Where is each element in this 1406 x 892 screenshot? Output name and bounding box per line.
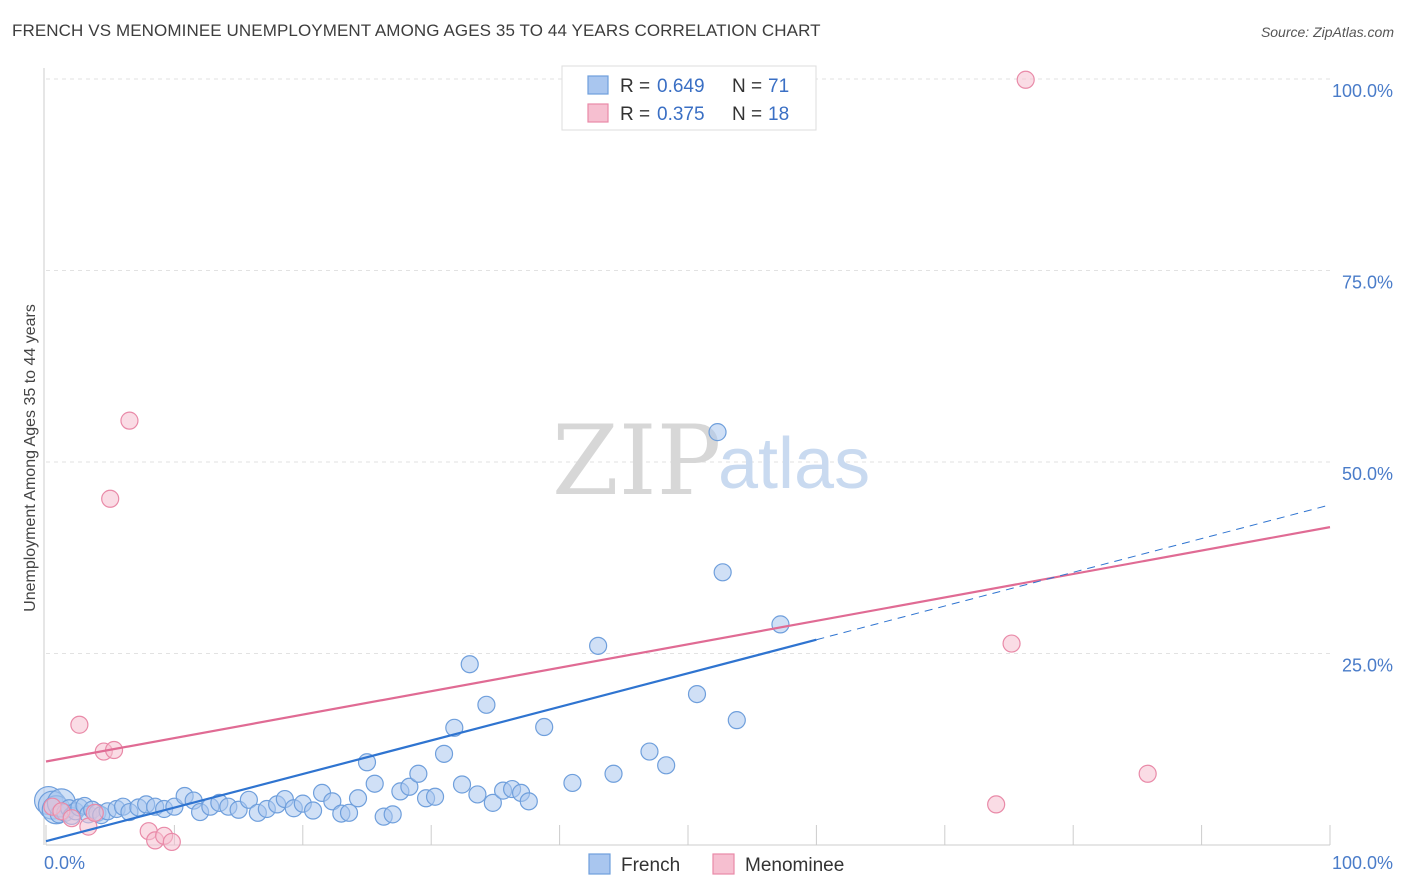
french-point [452,775,472,794]
french-point [477,695,496,714]
legend-r-value: 0.649 [657,76,705,97]
bottom-legend-french: French [621,855,680,876]
trend-lines [45,504,1331,843]
menominee-point [120,411,139,430]
menominee-point [70,715,89,734]
bottom-legend-swatch-menominee [712,853,735,875]
source-credit: Source: ZipAtlas.com [1260,24,1394,40]
correlation-legend: R = 0.649 N = 71 R = 0.375 N = 18 [561,65,817,131]
menominee-point [101,489,120,508]
menominee-trend-line [45,526,1331,763]
french-point [483,793,502,812]
series-legend: French Menominee [588,853,844,876]
french-point [604,764,623,783]
french-point [708,423,727,442]
legend-r-value: 0.375 [657,104,705,125]
french-point [657,756,676,775]
legend-n-label: N = [732,76,762,97]
french-point [519,792,538,811]
menominee-point [1016,70,1035,89]
menominee-point [1002,634,1021,653]
legend-r-label: R = [620,76,650,97]
y-tick-label: 25.0% [1342,656,1393,676]
menominee-point [162,832,181,852]
legend-n-label: N = [732,104,762,125]
axes [43,68,1331,846]
french-trend-line [45,638,817,843]
chart-title: FRENCH VS MENOMINEE UNEMPLOYMENT AMONG A… [12,21,821,40]
french-point [460,655,479,674]
x-tick-label: 0.0% [44,853,85,873]
x-tick-label: 100.0% [1332,853,1393,873]
french-point [400,777,419,796]
french-point [713,563,732,582]
y-tick-label: 75.0% [1342,273,1393,293]
french-point [640,742,659,761]
french-point [239,790,258,809]
french-point [323,792,342,811]
menominee-point [1138,764,1157,783]
french-point [425,787,445,806]
french-point [468,785,487,804]
menominee-points [43,70,1157,852]
legend-swatch-menominee [587,103,609,123]
legend-swatch-french [587,75,609,95]
watermark: ZIP atlas [552,405,870,517]
french-point [563,773,582,793]
menominee-point [987,795,1006,814]
legend-n-value: 18 [768,104,789,125]
french-point [383,805,402,824]
y-axis-label: Unemployment Among Ages 35 to 44 years [22,304,39,612]
french-point [535,717,554,737]
bottom-legend-menominee: Menominee [745,855,844,876]
grid-lines [46,78,1330,654]
french-point [445,718,464,737]
y-tick-label: 50.0% [1342,464,1393,484]
watermark-atlas: atlas [718,424,870,504]
french-point [339,803,359,822]
y-tick-label: 100.0% [1332,81,1393,101]
french-point [434,744,454,763]
french-point [348,789,368,808]
french-point [303,801,323,820]
french-trend-extension [816,504,1331,641]
menominee-point [62,809,81,828]
french-point [771,615,790,634]
legend-r-label: R = [620,104,650,125]
bottom-legend-swatch-french [588,853,611,875]
french-point [687,684,707,704]
tick-labels: 25.0% 50.0% 75.0% 100.0% 0.0% 100.0% [44,81,1393,873]
watermark-zip: ZIP [552,405,721,517]
french-point [365,774,384,793]
menominee-point [85,803,104,822]
french-point [589,636,608,655]
french-point [727,711,746,730]
french-point [409,764,428,783]
legend-n-value: 71 [768,76,789,97]
